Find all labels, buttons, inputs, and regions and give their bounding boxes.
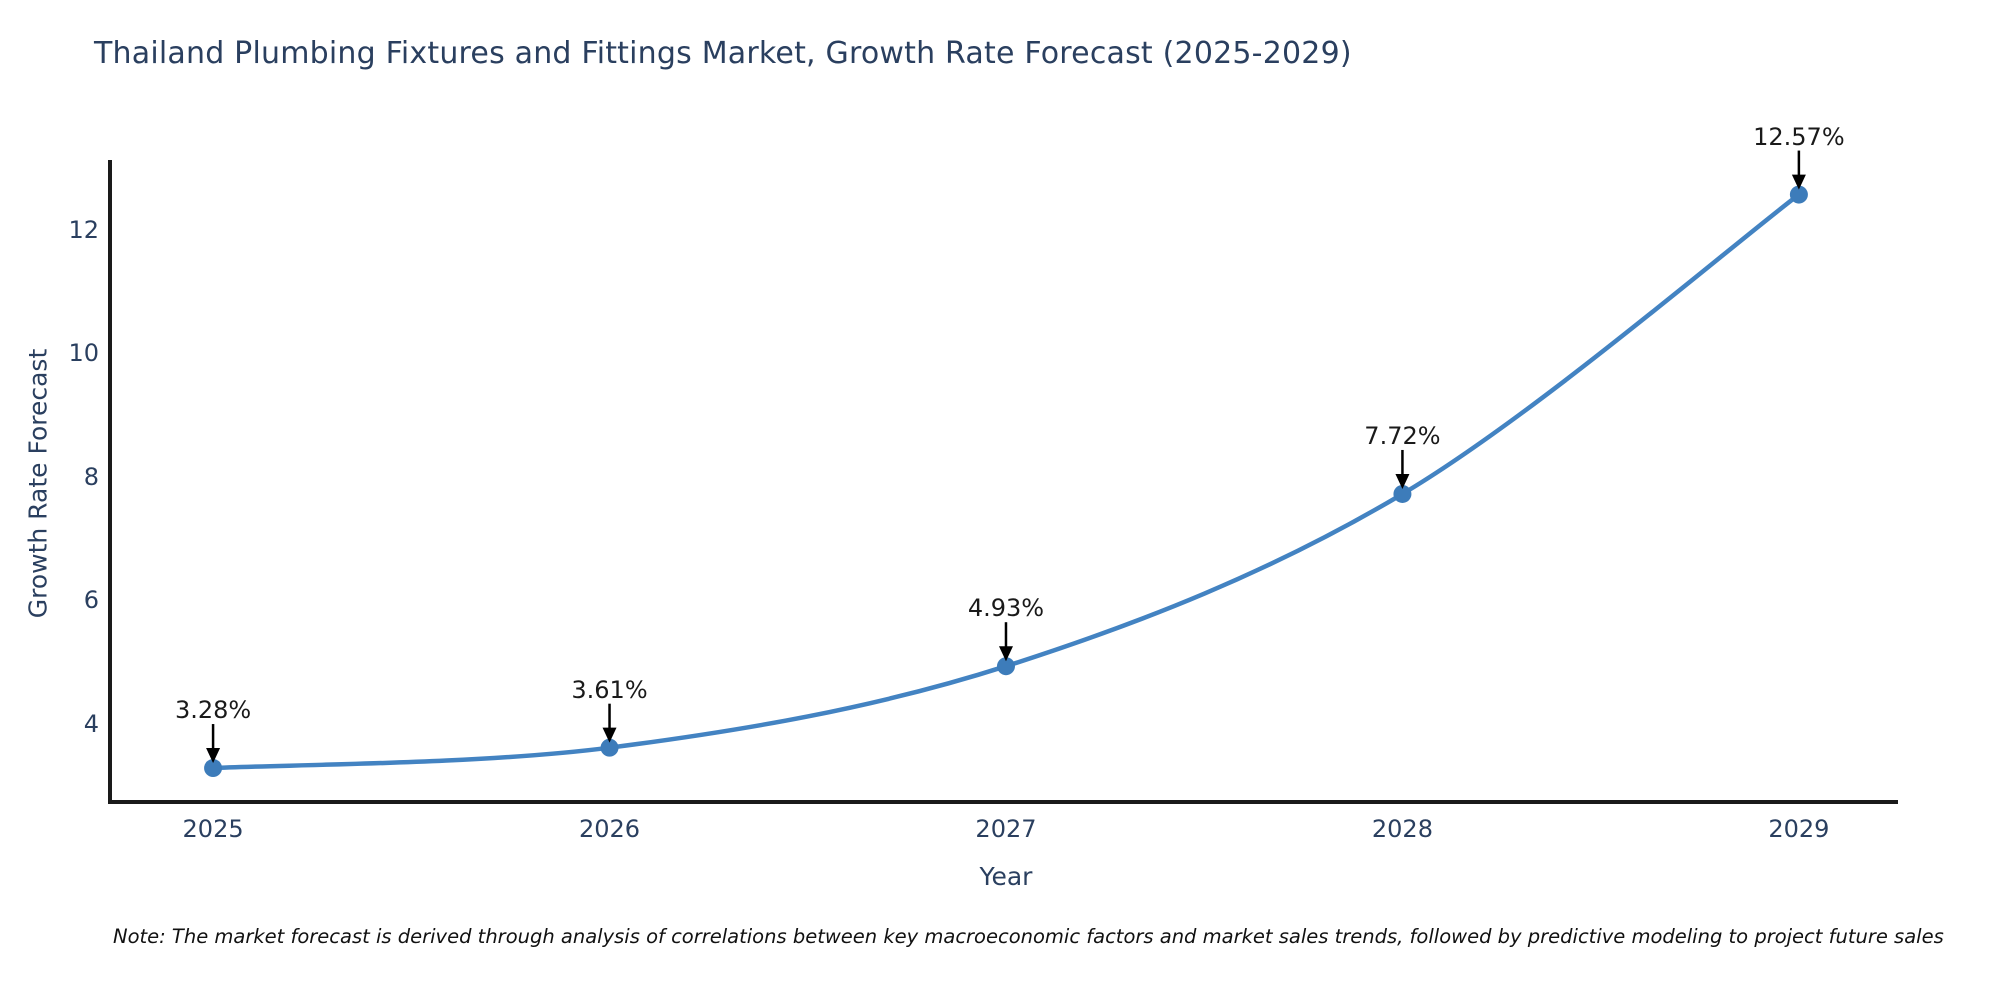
y-tick-label: 6 <box>83 586 99 615</box>
y-tick-label: 8 <box>83 462 99 491</box>
x-axis-title: Year <box>979 862 1033 891</box>
y-tick-label: 10 <box>68 339 99 368</box>
annotation-arrowhead <box>206 748 221 764</box>
annotation-arrowhead <box>1395 473 1410 489</box>
chart-title: Thailand Plumbing Fixtures and Fittings … <box>94 36 1352 71</box>
data-point-label: 3.61% <box>571 675 648 704</box>
data-point-marker <box>600 738 619 757</box>
data-point-marker <box>1789 185 1808 204</box>
x-tick-label: 2029 <box>1768 815 1830 843</box>
data-point-label: 4.93% <box>967 594 1045 623</box>
series-line <box>210 192 1802 771</box>
data-point-marker <box>204 759 223 778</box>
y-axis-title: Growth Rate Forecast <box>23 348 53 619</box>
y-tick-label: 12 <box>68 215 99 244</box>
data-point-label: 3.28% <box>174 696 252 725</box>
annotation-arrowhead <box>1791 174 1806 190</box>
data-point-marker <box>1393 484 1412 503</box>
y-tick-label: 4 <box>83 709 99 738</box>
footnote: Note: The market forecast is derived thr… <box>113 925 1944 948</box>
x-tick-label: 2028 <box>1371 815 1433 843</box>
annotation-arrowhead <box>998 646 1013 662</box>
data-point-label: 7.72% <box>1364 421 1441 450</box>
data-point-marker <box>996 657 1015 676</box>
annotation-arrowhead <box>602 727 617 743</box>
x-tick-label: 2027 <box>975 815 1037 843</box>
x-tick-label: 2026 <box>578 815 641 843</box>
x-tick-label: 2025 <box>182 815 244 843</box>
data-point-label: 12.57% <box>1753 122 1845 151</box>
